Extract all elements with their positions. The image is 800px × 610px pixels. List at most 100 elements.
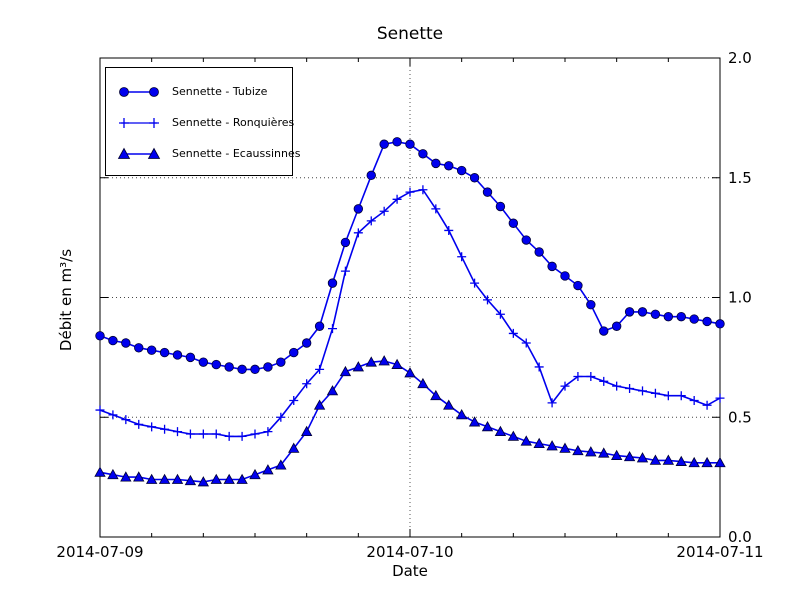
plus-marker bbox=[702, 400, 712, 410]
circle-marker bbox=[456, 165, 467, 176]
circle-marker bbox=[366, 170, 376, 181]
circle-marker bbox=[224, 362, 234, 372]
triangle-marker bbox=[404, 367, 416, 378]
circle-marker bbox=[263, 362, 273, 372]
triangle-marker bbox=[701, 456, 713, 468]
plus-marker bbox=[315, 364, 325, 374]
circle-marker bbox=[663, 311, 674, 322]
plus-marker bbox=[353, 228, 363, 238]
circle-marker bbox=[185, 352, 196, 363]
triangle-marker bbox=[507, 430, 520, 441]
triangle-marker bbox=[430, 389, 442, 401]
plus-marker bbox=[366, 216, 376, 226]
circle-marker bbox=[508, 218, 519, 228]
triangle-marker bbox=[171, 473, 184, 484]
circle-marker bbox=[444, 161, 454, 171]
plus-marker bbox=[676, 391, 686, 401]
circle-marker bbox=[405, 139, 415, 149]
plus-marker bbox=[638, 386, 647, 396]
triangle-marker bbox=[533, 437, 545, 448]
circle-marker bbox=[689, 314, 699, 324]
x-tick-label: 2014-07-09 bbox=[56, 543, 143, 561]
triangle-marker bbox=[223, 473, 235, 484]
plus-marker bbox=[379, 206, 389, 216]
circle-marker bbox=[392, 137, 402, 147]
circle-marker bbox=[211, 359, 221, 370]
legend-label: Sennette - Ecaussinnes bbox=[172, 147, 301, 160]
circle-marker bbox=[534, 247, 544, 257]
triangle-marker bbox=[262, 464, 274, 475]
circle-marker bbox=[172, 350, 183, 360]
circle-marker bbox=[314, 321, 325, 331]
plus-marker bbox=[457, 252, 467, 262]
circle-marker bbox=[482, 187, 493, 197]
circle-marker bbox=[418, 149, 428, 159]
plus-marker bbox=[470, 278, 480, 288]
plus-marker bbox=[599, 376, 609, 386]
circle-marker bbox=[560, 271, 570, 281]
triangle-marker bbox=[339, 365, 352, 377]
plus-marker bbox=[650, 388, 660, 398]
circle-marker bbox=[586, 299, 596, 310]
plus-marker bbox=[147, 422, 157, 432]
triangle-marker bbox=[636, 452, 649, 463]
plus-marker bbox=[224, 431, 234, 441]
circle-marker bbox=[289, 347, 299, 358]
triangle-marker bbox=[120, 471, 132, 482]
circle-marker bbox=[650, 309, 661, 319]
triangle-marker bbox=[184, 474, 197, 486]
circle-marker bbox=[340, 237, 351, 248]
x-tick-label: 2014-07-10 bbox=[366, 543, 453, 561]
circle-marker bbox=[95, 331, 105, 341]
circle-marker bbox=[521, 235, 531, 245]
triangle-marker bbox=[610, 449, 623, 460]
triangle-marker bbox=[133, 471, 145, 482]
triangle-marker bbox=[546, 440, 558, 451]
plus-marker bbox=[495, 309, 505, 319]
triangle-marker bbox=[559, 442, 571, 453]
triangle-marker bbox=[107, 468, 119, 480]
plus-marker bbox=[302, 379, 312, 389]
x-tick-label: 2014-07-11 bbox=[676, 543, 763, 561]
plus-marker-icon bbox=[119, 117, 159, 128]
plus-marker bbox=[340, 266, 350, 276]
circle-marker bbox=[198, 357, 209, 367]
plus-marker bbox=[663, 391, 673, 401]
triangle-marker bbox=[378, 355, 390, 366]
y-tick-label: 2.0 bbox=[728, 49, 752, 67]
circle-marker-icon bbox=[119, 86, 159, 97]
triangle-marker bbox=[365, 356, 377, 367]
triangle-marker bbox=[300, 425, 313, 437]
triangle-marker bbox=[455, 409, 468, 420]
triangle-marker bbox=[572, 444, 584, 456]
plus-marker bbox=[289, 395, 299, 405]
triangle-marker bbox=[210, 473, 222, 484]
plus-marker bbox=[263, 427, 273, 437]
circle-marker bbox=[276, 357, 286, 367]
circle-marker bbox=[250, 364, 260, 375]
triangle-marker-icon bbox=[117, 147, 161, 159]
circle-marker bbox=[469, 173, 480, 183]
legend-label: Sennette - Ronquières bbox=[172, 116, 295, 129]
plus-marker bbox=[405, 187, 415, 197]
plus-marker bbox=[418, 185, 428, 195]
triangle-marker bbox=[275, 459, 287, 470]
triangle-marker bbox=[352, 361, 365, 372]
chart-title: Senette bbox=[376, 24, 444, 44]
triangle-marker bbox=[197, 476, 210, 487]
circle-marker bbox=[624, 307, 635, 317]
plus-marker bbox=[392, 194, 402, 204]
circle-marker bbox=[146, 345, 157, 355]
plus-marker bbox=[198, 429, 208, 439]
circle-marker bbox=[108, 335, 118, 346]
plus-marker bbox=[185, 429, 195, 439]
plus-marker bbox=[211, 429, 221, 439]
circle-marker bbox=[353, 204, 364, 214]
triangle-marker bbox=[236, 473, 248, 484]
triangle-marker bbox=[494, 425, 507, 437]
circle-marker bbox=[134, 343, 144, 353]
circle-marker bbox=[573, 280, 583, 291]
plus-marker bbox=[328, 324, 337, 334]
plus-marker bbox=[625, 384, 635, 394]
